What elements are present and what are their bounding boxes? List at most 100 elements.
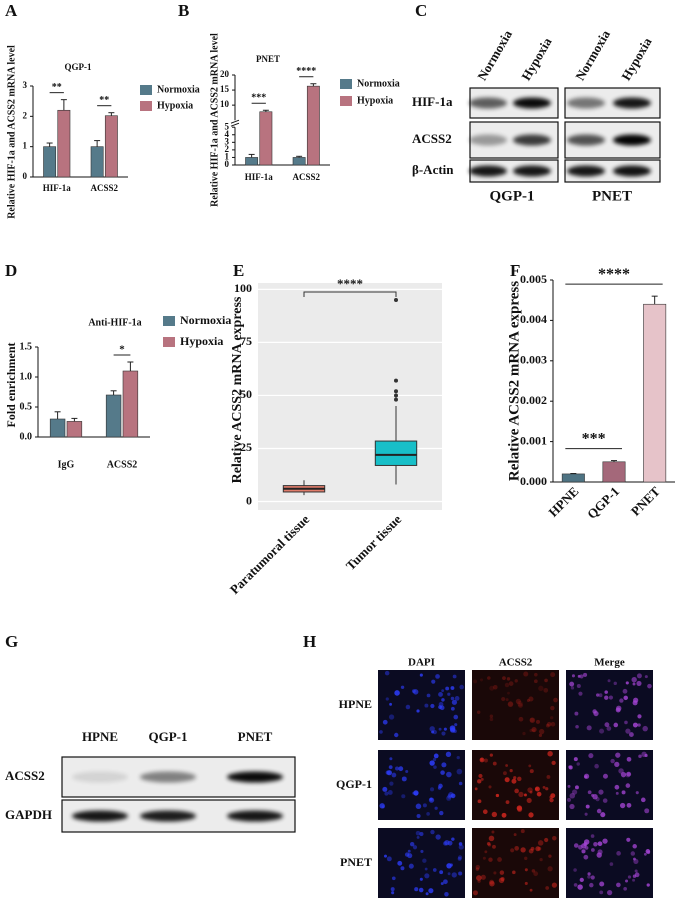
cell <box>569 792 576 799</box>
cell <box>456 755 460 760</box>
cell <box>451 837 455 841</box>
cell <box>538 685 544 691</box>
cell <box>545 787 549 791</box>
cell <box>441 698 445 702</box>
significance-label: *** <box>251 93 266 104</box>
micrograph <box>472 750 559 820</box>
band <box>227 771 283 783</box>
bar <box>105 394 122 438</box>
band <box>567 134 605 146</box>
cell <box>553 697 558 703</box>
cell <box>550 672 556 678</box>
cell <box>584 845 589 850</box>
cell <box>440 770 445 775</box>
cell <box>445 751 452 757</box>
cell <box>536 791 542 797</box>
cell <box>598 693 603 698</box>
cell <box>524 881 528 885</box>
y-tick-label: 1.5 <box>20 341 33 352</box>
cell <box>414 887 419 892</box>
cell <box>411 689 416 694</box>
cell <box>476 875 482 881</box>
cell <box>543 687 549 693</box>
cell <box>590 848 595 852</box>
cell <box>513 776 517 780</box>
cell <box>583 672 588 677</box>
cell <box>430 829 435 835</box>
cell <box>397 860 403 866</box>
bar <box>104 115 118 178</box>
cell <box>537 840 544 846</box>
cell <box>569 803 575 810</box>
y-tick-label: 0.003 <box>520 353 547 367</box>
cell <box>389 781 394 786</box>
outlier <box>394 393 398 398</box>
cell <box>450 793 456 799</box>
cell <box>450 706 455 711</box>
cell <box>645 849 651 854</box>
cell <box>497 857 502 862</box>
y-tick-label: 0 <box>225 159 230 169</box>
cell <box>602 773 608 779</box>
row-label: PNET <box>340 855 372 869</box>
cell <box>491 811 498 818</box>
legend-label: Normoxia <box>357 78 400 89</box>
cell <box>454 723 458 727</box>
band <box>513 165 551 177</box>
lane-label: Normoxia <box>474 27 515 83</box>
cell <box>384 670 390 676</box>
y-tick-label: 1 <box>23 141 28 151</box>
cell <box>567 797 571 802</box>
lane-label: QGP-1 <box>149 729 188 744</box>
outlier <box>394 397 398 402</box>
y-tick-label: 0.005 <box>520 272 547 286</box>
cell <box>581 849 586 854</box>
x-tick-label: Paratumoral tissue <box>227 511 313 597</box>
cell <box>387 790 393 795</box>
bar <box>561 473 585 483</box>
cell <box>615 752 621 758</box>
cell <box>474 787 478 791</box>
column-header: Merge <box>594 657 625 669</box>
cell <box>489 714 494 718</box>
cell <box>431 679 436 684</box>
cell <box>384 791 389 796</box>
cell <box>451 872 457 878</box>
cell <box>529 769 534 774</box>
cell <box>480 777 484 781</box>
cell <box>495 793 500 798</box>
cell <box>626 802 632 808</box>
band <box>567 165 605 177</box>
cell <box>489 717 494 722</box>
cell <box>433 765 437 769</box>
x-tick-label: ACSS2 <box>90 183 118 193</box>
cell <box>568 765 573 770</box>
cell <box>426 812 430 816</box>
cell <box>401 794 406 799</box>
row-label: QGP-1 <box>336 777 372 791</box>
x-tick-label: HIF-1a <box>43 183 71 193</box>
panel-label: C <box>415 1 427 20</box>
cell <box>574 785 579 790</box>
cell <box>539 857 543 862</box>
chart-title: QGP-1 <box>65 62 92 72</box>
cell <box>400 866 405 871</box>
x-tick-label: HIF-1a <box>245 172 273 182</box>
cell <box>550 716 554 720</box>
y-tick-label: 0.001 <box>520 433 547 447</box>
cell <box>477 779 482 784</box>
cell <box>405 770 409 774</box>
cell <box>576 683 581 688</box>
y-tick-label: 0.0 <box>20 431 33 442</box>
cell <box>435 674 440 679</box>
cell <box>552 835 557 841</box>
cell <box>410 841 415 847</box>
cell <box>482 856 486 860</box>
cell <box>542 786 546 789</box>
cell <box>622 688 628 694</box>
bar <box>306 85 320 166</box>
cell <box>422 858 427 863</box>
cell <box>512 870 516 875</box>
cell <box>493 685 498 690</box>
cell <box>447 794 452 799</box>
